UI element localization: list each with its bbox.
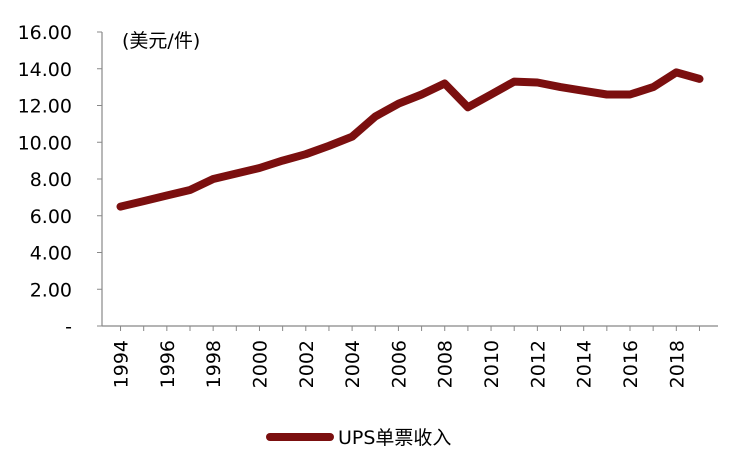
x-tick-label: 2016 [620,340,642,388]
x-tick-label: 2018 [666,340,688,388]
x-tick-label: 2000 [249,340,271,388]
series-line [116,68,704,211]
y-axis: - 2.00 4.00 6.00 8.00 10.00 12.00 14.00 16.00 [18,22,103,338]
unit-label: (美元/件) [122,30,200,52]
y-tick-label: 10.00 [18,132,72,154]
x-tick-label: 1994 [111,340,133,388]
legend-label: UPS单票收入 [338,427,451,449]
x-tick-label: 2004 [342,340,364,388]
x-tick-label: 1998 [203,340,225,388]
x-tick-label: 2008 [435,340,457,388]
y-tick-label: 4.00 [30,243,72,265]
y-tick-label: - [65,316,72,338]
x-tick-label: 1996 [157,340,179,388]
x-tick-label: 2014 [574,340,596,388]
series-layer [116,68,704,211]
x-tick-label: 2012 [527,340,549,388]
x-axis: 1994 1996 1998 2000 2002 2004 2006 2008 2010 2012… [102,325,718,388]
y-tick-label: 12.00 [18,96,72,118]
y-tick-label: 6.00 [30,206,72,228]
x-tick-label: 2006 [388,340,410,388]
y-tick-label: 16.00 [18,22,72,44]
y-tick-label: 2.00 [30,279,72,301]
legend: UPS单票收入 [266,427,451,449]
x-tick-label: 2010 [481,340,503,388]
y-tick-label: 8.00 [30,169,72,191]
y-tick-label: 14.00 [18,59,72,81]
x-tick-label: 2002 [296,340,318,388]
